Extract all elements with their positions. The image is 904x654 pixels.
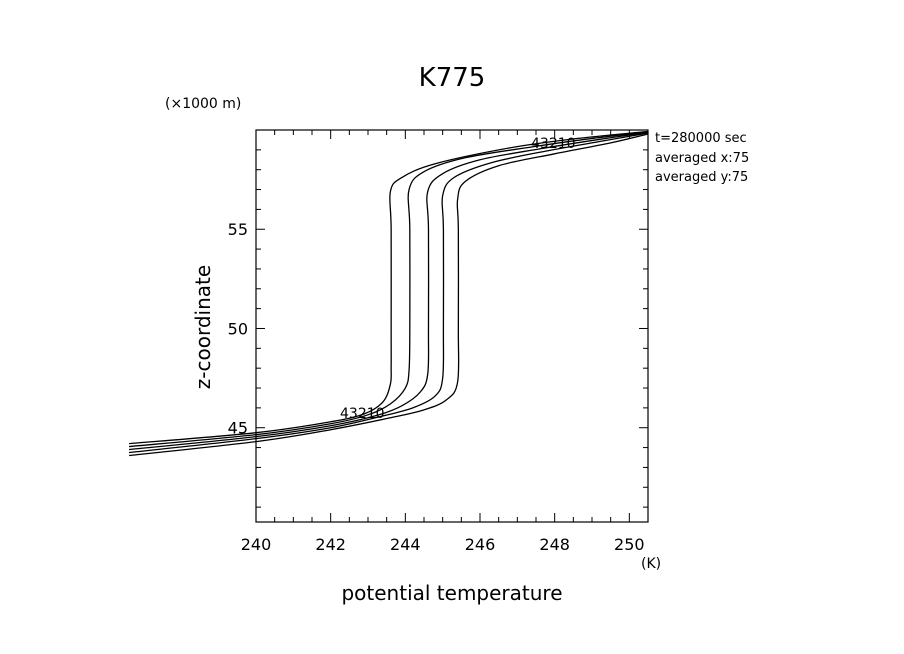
x-unit-label: (K) <box>641 556 661 572</box>
annotation-avg-x: averaged x:75 <box>655 151 749 166</box>
y-tick-label: 55 <box>228 220 248 239</box>
y-axis-label: z-coordinate <box>191 265 215 389</box>
annotation-avg-y: averaged y:75 <box>655 170 748 185</box>
annotation-time: t=280000 sec <box>655 131 747 146</box>
series-line-1 <box>128 132 649 454</box>
ticks-layer: 240 242 244 246 248 250 45 50 55 <box>228 130 649 554</box>
x-tick-label: 242 <box>315 535 346 554</box>
plot-frame <box>255 129 649 523</box>
series-line-2 <box>129 131 649 451</box>
series-line-3 <box>129 131 649 448</box>
x-tick-label: 244 <box>390 535 421 554</box>
x-tick-label: 240 <box>241 535 272 554</box>
x-tick-label: 248 <box>539 535 570 554</box>
y-tick-label: 45 <box>228 419 248 438</box>
lines-layer <box>128 130 649 457</box>
x-tick-label: 250 <box>614 535 645 554</box>
x-axis-label: potential temperature <box>341 581 562 605</box>
series-line-0 <box>128 133 649 457</box>
x-tick-label: 246 <box>465 535 496 554</box>
chart-title: K775 <box>419 63 486 93</box>
series-line-4 <box>129 130 649 445</box>
y-tick-label: 50 <box>228 319 248 338</box>
y-unit-label: (×1000 m) <box>165 96 241 112</box>
